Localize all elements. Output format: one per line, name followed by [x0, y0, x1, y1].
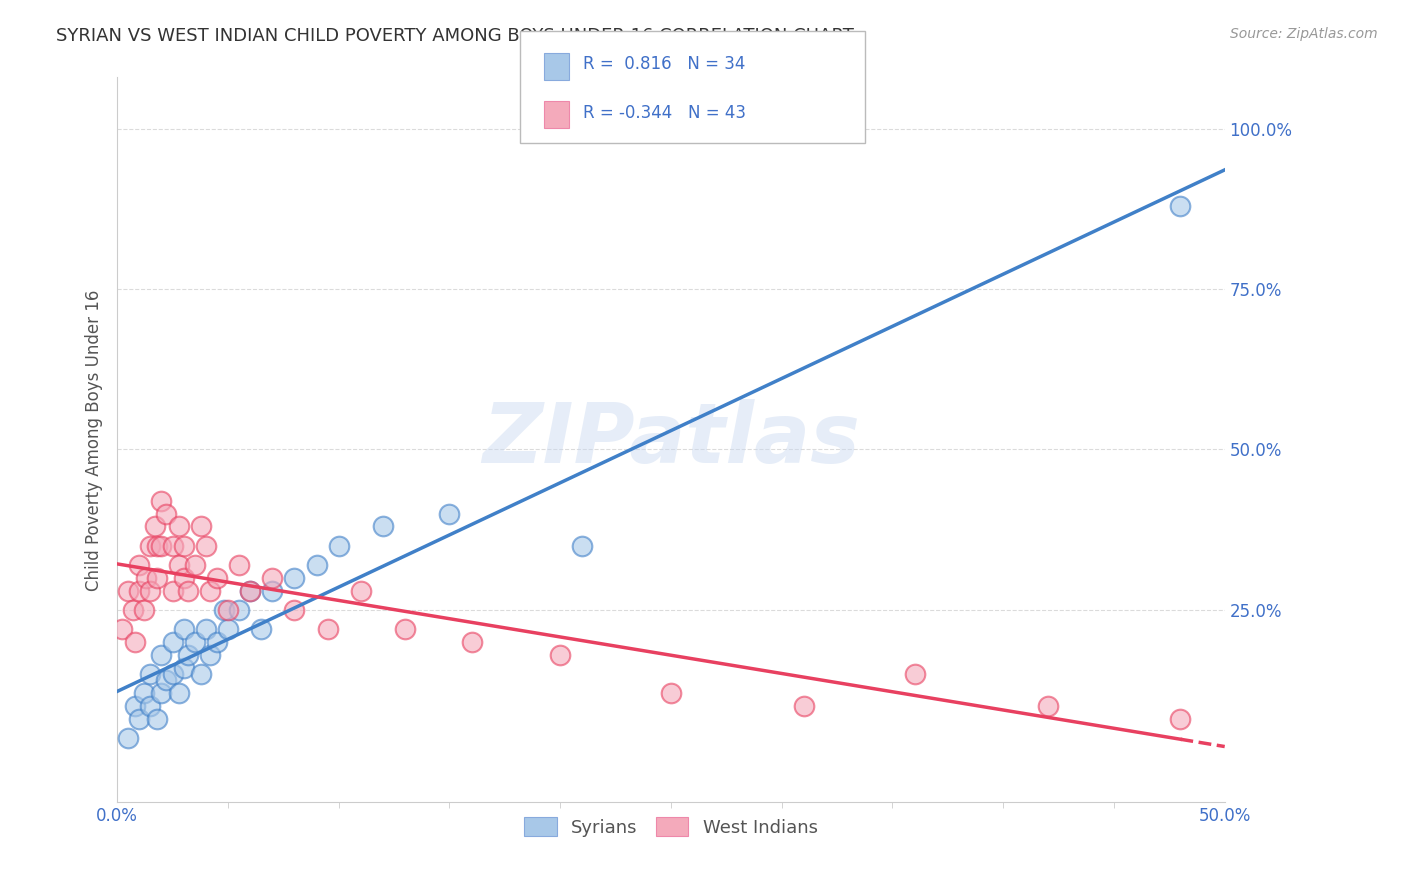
Point: [177, 648, 200, 662]
Point: [328, 539, 350, 553]
Point: [135, 571, 157, 585]
Point: [177, 583, 200, 598]
Point: [139, 539, 162, 553]
Point: [167, 519, 190, 533]
Point: [371, 519, 394, 533]
Point: [904, 667, 927, 681]
Point: [190, 667, 212, 681]
Point: [139, 667, 162, 681]
Point: [228, 558, 250, 572]
Point: [167, 558, 190, 572]
Point: [1170, 712, 1192, 726]
Point: [162, 667, 184, 681]
Point: [283, 571, 305, 585]
Point: [394, 622, 416, 636]
Point: [194, 622, 217, 636]
Point: [212, 603, 235, 617]
Point: [155, 507, 177, 521]
Point: [460, 635, 482, 649]
Point: [117, 583, 139, 598]
Point: [283, 603, 305, 617]
Point: [239, 583, 262, 598]
Point: [205, 635, 228, 649]
Point: [571, 539, 593, 553]
Point: [111, 622, 134, 636]
Point: [190, 519, 212, 533]
Text: R = -0.344   N = 43: R = -0.344 N = 43: [583, 103, 747, 121]
Point: [305, 558, 328, 572]
Point: [139, 583, 162, 598]
Point: [548, 648, 571, 662]
Point: [167, 686, 190, 700]
Text: R =  0.816   N = 34: R = 0.816 N = 34: [583, 55, 745, 73]
Point: [205, 571, 228, 585]
Text: Source: ZipAtlas.com: Source: ZipAtlas.com: [1230, 27, 1378, 41]
Point: [217, 622, 239, 636]
Point: [262, 571, 284, 585]
Point: [150, 493, 173, 508]
Point: [194, 539, 217, 553]
Point: [200, 648, 222, 662]
Point: [200, 583, 222, 598]
Point: [132, 603, 155, 617]
Point: [150, 686, 173, 700]
Point: [128, 583, 150, 598]
Point: [262, 583, 284, 598]
Point: [173, 660, 195, 674]
Point: [124, 699, 146, 714]
Point: [117, 731, 139, 745]
Point: [350, 583, 373, 598]
Point: [183, 558, 205, 572]
Text: ZIPatlas: ZIPatlas: [482, 400, 860, 481]
Point: [124, 635, 146, 649]
Point: [250, 622, 273, 636]
Point: [146, 712, 169, 726]
Point: [173, 622, 195, 636]
Point: [173, 571, 195, 585]
Point: [139, 699, 162, 714]
Point: [173, 539, 195, 553]
Point: [150, 539, 173, 553]
Point: [143, 519, 166, 533]
Point: [162, 583, 184, 598]
Y-axis label: Child Poverty Among Boys Under 16: Child Poverty Among Boys Under 16: [86, 289, 103, 591]
Point: [793, 699, 815, 714]
Point: [162, 635, 184, 649]
Text: SYRIAN VS WEST INDIAN CHILD POVERTY AMONG BOYS UNDER 16 CORRELATION CHART: SYRIAN VS WEST INDIAN CHILD POVERTY AMON…: [56, 27, 853, 45]
Point: [128, 558, 150, 572]
Point: [150, 648, 173, 662]
Point: [146, 539, 169, 553]
Point: [132, 686, 155, 700]
Point: [155, 673, 177, 688]
Point: [1170, 199, 1192, 213]
Point: [659, 686, 682, 700]
Point: [146, 571, 169, 585]
Legend: Syrians, West Indians: Syrians, West Indians: [517, 810, 825, 844]
Point: [183, 635, 205, 649]
Point: [239, 583, 262, 598]
Point: [228, 603, 250, 617]
Point: [162, 539, 184, 553]
Point: [1036, 699, 1059, 714]
Point: [439, 507, 461, 521]
Point: [128, 712, 150, 726]
Point: [121, 603, 143, 617]
Point: [217, 603, 239, 617]
Point: [316, 622, 339, 636]
